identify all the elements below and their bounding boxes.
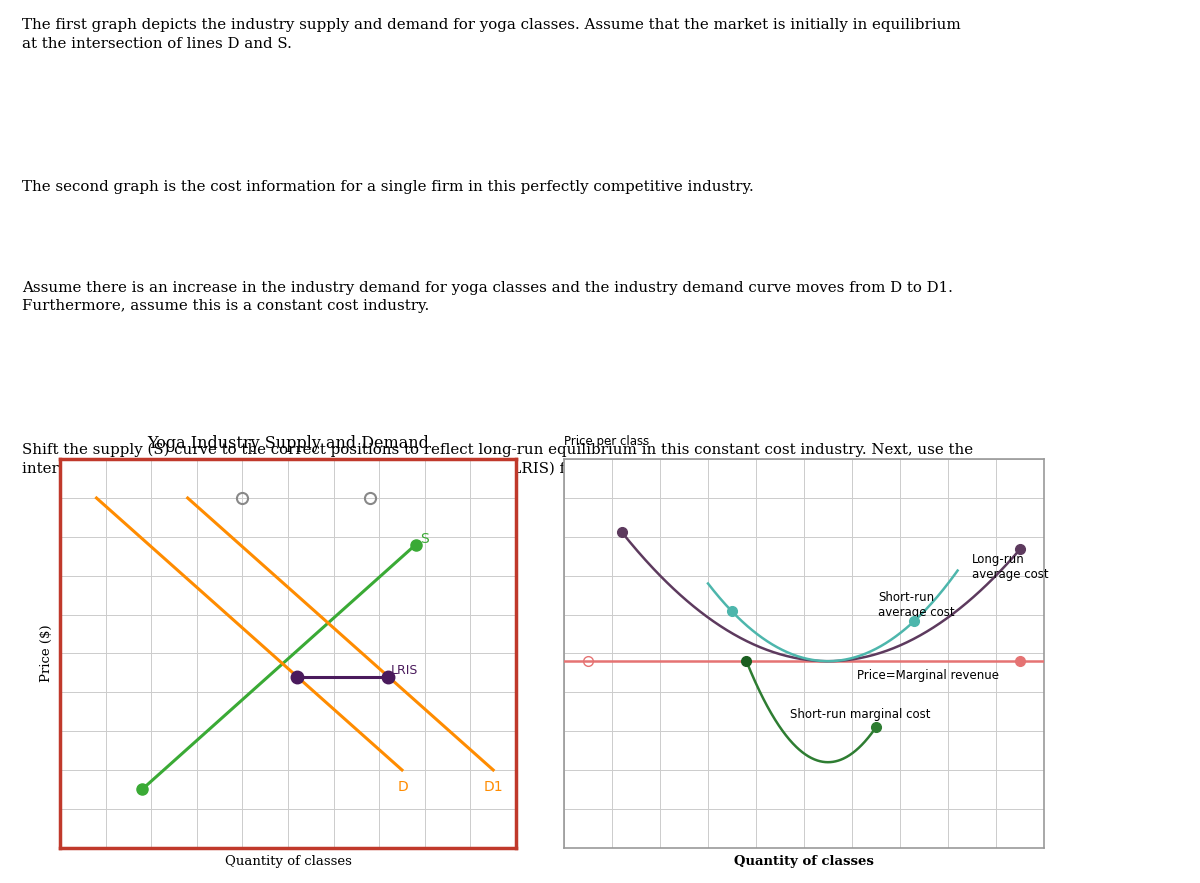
Text: Short-run marginal cost: Short-run marginal cost <box>790 708 930 721</box>
Text: Shift the supply (S) curve to the correct positions to reflect long-run equilibr: Shift the supply (S) curve to the correc… <box>23 442 973 476</box>
Text: Price per class: Price per class <box>564 434 649 448</box>
Title: Yoga Industry Supply and Demand: Yoga Industry Supply and Demand <box>148 435 428 452</box>
Y-axis label: Price ($): Price ($) <box>40 624 53 683</box>
Text: LRIS: LRIS <box>391 664 418 676</box>
Text: Long-run
average cost: Long-run average cost <box>972 553 1049 581</box>
X-axis label: Quantity of classes: Quantity of classes <box>734 855 874 868</box>
Text: S: S <box>420 532 428 546</box>
X-axis label: Quantity of classes: Quantity of classes <box>224 855 352 868</box>
Text: Short-run
average cost: Short-run average cost <box>878 591 955 619</box>
Text: Assume there is an increase in the industry demand for yoga classes and the indu: Assume there is an increase in the indus… <box>23 281 953 313</box>
Text: D: D <box>397 781 408 795</box>
Text: Price=Marginal revenue: Price=Marginal revenue <box>857 668 998 682</box>
Text: The second graph is the cost information for a single firm in this perfectly com: The second graph is the cost information… <box>23 180 754 194</box>
Text: D1: D1 <box>484 781 504 795</box>
Text: The first graph depicts the industry supply and demand for yoga classes. Assume : The first graph depicts the industry sup… <box>23 19 961 50</box>
